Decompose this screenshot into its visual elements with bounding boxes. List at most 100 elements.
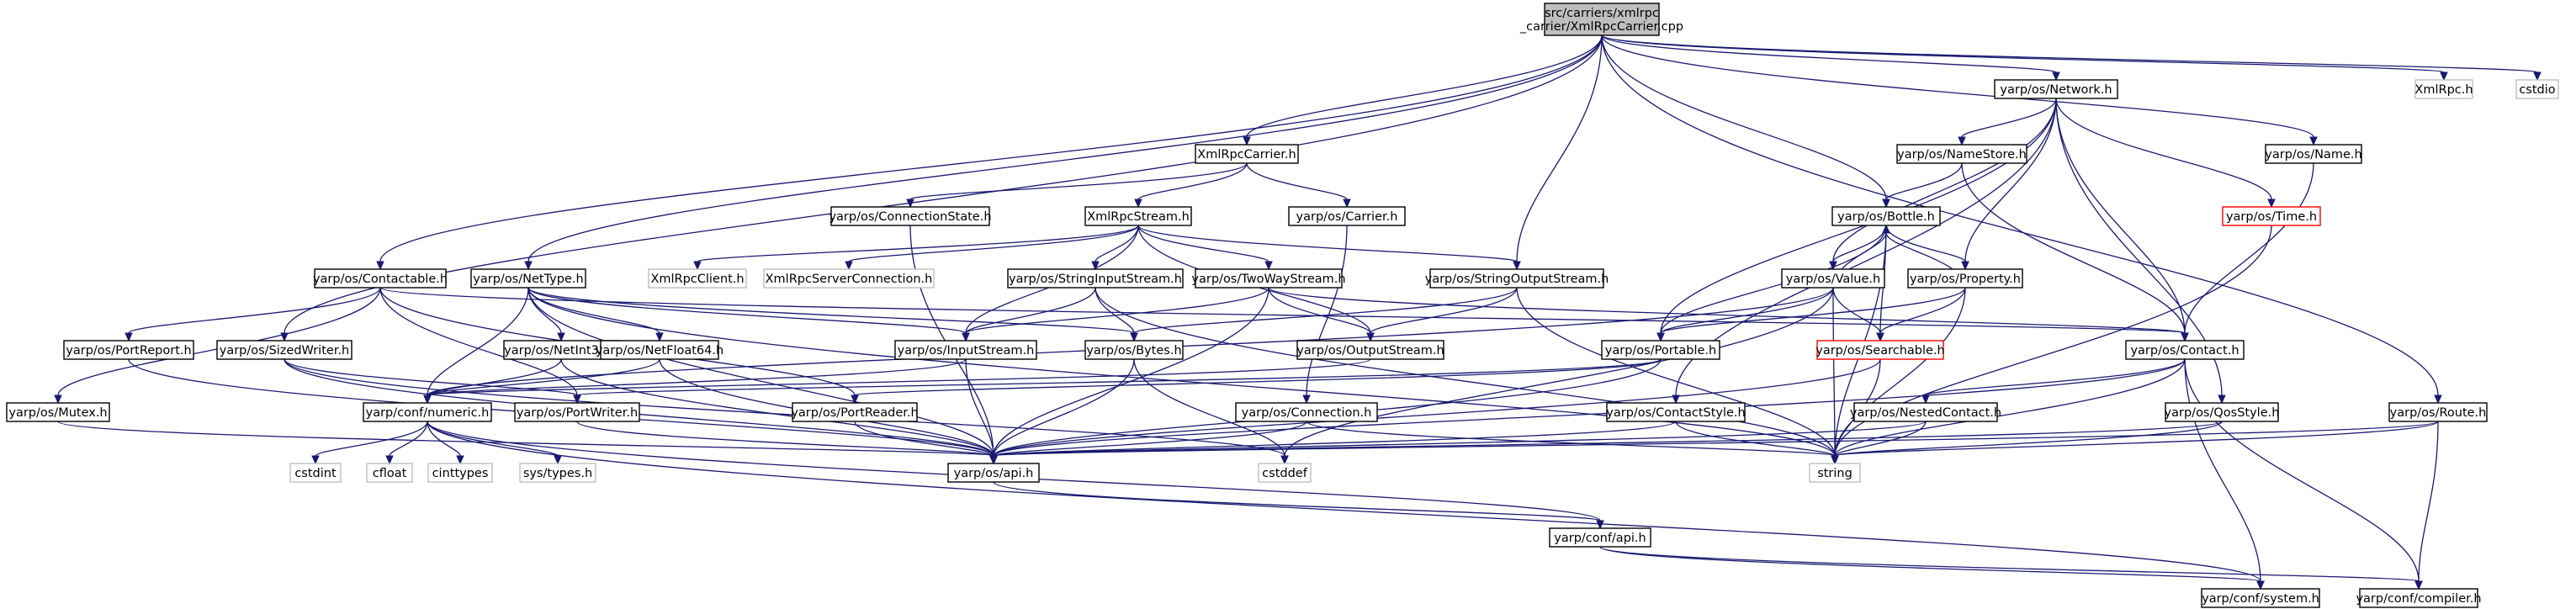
node-box	[1606, 402, 1746, 422]
node-label: yarp/os/ContactStyle.h	[1606, 406, 1745, 420]
node-yarp-os-value-h[interactable]: yarp/os/Value.h	[1781, 268, 1885, 289]
node-yarp-os-nettype-h[interactable]: yarp/os/NetType.h	[470, 268, 586, 289]
node-string: string	[1809, 463, 1861, 483]
node-box	[1896, 144, 2027, 164]
node-yarp-conf-system-h[interactable]: yarp/conf/system.h	[2201, 588, 2320, 608]
node-yarp-os-portable-h[interactable]: yarp/os/Portable.h	[1601, 340, 1720, 360]
node-box	[830, 206, 990, 226]
edge-line	[1675, 421, 1836, 457]
node-yarp-os-property-h[interactable]: yarp/os/Property.h	[1907, 268, 2023, 289]
node-yarp-os-netfloat64-h[interactable]: yarp/os/NetFloat64.h	[596, 340, 724, 360]
node-cfloat: cfloat	[366, 463, 413, 483]
edge-mutex-to-osapi	[57, 421, 998, 465]
node-label: yarp/os/Mutex.h	[8, 406, 107, 420]
edge-line	[427, 358, 1371, 396]
edge-value-to-string	[1831, 287, 1839, 465]
node-box	[1007, 268, 1184, 289]
node-yarp-os-network-h[interactable]: yarp/os/Network.h	[1994, 79, 2118, 99]
node-box	[6, 402, 110, 422]
node-label: yarp/conf/compiler.h	[2356, 592, 2481, 606]
node-yarp-os-searchable-h[interactable]: yarp/os/Searchable.h	[1815, 340, 1945, 360]
edge-arrowhead	[125, 332, 133, 342]
edge-contactable-to-portreport	[125, 287, 381, 342]
node-src-carriers-xmlrpc-carrier-xmlrpccarrier-cpp[interactable]: src/carriers/xmlrpc_carrier/XmlRpcCarrie…	[1519, 3, 1683, 36]
node-box	[600, 340, 719, 360]
edge-line	[284, 358, 578, 396]
node-yarp-os-portwriter-h[interactable]: yarp/os/PortWriter.h	[514, 402, 640, 422]
edge-line	[697, 225, 1139, 262]
node-yarp-conf-api-h[interactable]: yarp/conf/api.h	[1549, 527, 1651, 548]
node-label: yarp/os/SizedWriter.h	[220, 344, 350, 357]
edge-arrowhead	[1882, 199, 1890, 209]
node-cstdio: cstdio	[2515, 79, 2559, 99]
node-yarp-os-netint32-h[interactable]: yarp/os/NetInt32.h	[503, 340, 619, 360]
node-label: yarp/os/Carrier.h	[1296, 210, 1398, 224]
edge-arrowhead	[1882, 224, 1890, 234]
edge-numeric-to-systypes	[427, 421, 562, 465]
node-label: yarp/os/Contact.h	[2130, 344, 2239, 357]
node-box	[1994, 79, 2118, 99]
node-yarp-os-bytes-h[interactable]: yarp/os/Bytes.h	[1084, 340, 1184, 360]
edge-arrowhead	[1961, 261, 1969, 271]
edge-line	[1834, 225, 2272, 457]
node-yarp-conf-numeric-h[interactable]: yarp/conf/numeric.h	[363, 402, 492, 422]
edge-line	[1601, 34, 1887, 200]
node-label: yarp/os/Connection.h	[1242, 406, 1372, 420]
node-yarp-os-mutex-h[interactable]: yarp/os/Mutex.h	[6, 402, 110, 422]
node-label: XmlRpcClient.h	[650, 273, 744, 286]
node-yarp-os-portreport-h[interactable]: yarp/os/PortReport.h	[63, 340, 194, 360]
node-box	[63, 340, 194, 360]
node-xmlrpcstream-h[interactable]: XmlRpcStream.h	[1084, 206, 1192, 226]
edge-line	[1306, 421, 1836, 457]
node-box	[2265, 144, 2362, 164]
node-label: yarp/os/NetType.h	[473, 273, 583, 286]
node-yarp-os-inputstream-h[interactable]: yarp/os/InputStream.h	[894, 340, 1037, 360]
node-box	[470, 268, 586, 289]
node-yarp-os-route-h[interactable]: yarp/os/Route.h	[2388, 402, 2488, 422]
node-yarp-os-contactable-h[interactable]: yarp/os/Contactable.h	[313, 268, 448, 289]
node-label: yarp/os/InputStream.h	[898, 344, 1035, 357]
edge-line	[576, 358, 1662, 396]
node-yarp-os-twowaystream-h[interactable]: yarp/os/TwoWayStream.h	[1191, 268, 1346, 289]
edge-arrowhead	[906, 199, 914, 209]
edge-line	[1133, 287, 1518, 334]
node-yarp-os-bottle-h[interactable]: yarp/os/Bottle.h	[1831, 206, 1941, 226]
node-yarp-os-name-h[interactable]: yarp/os/Name.h	[2265, 144, 2362, 164]
node-yarp-conf-compiler-h[interactable]: yarp/conf/compiler.h	[2356, 588, 2482, 608]
edge-arrowhead	[311, 455, 320, 465]
node-yarp-os-carrier-h[interactable]: yarp/os/Carrier.h	[1288, 206, 1406, 226]
edge-root-to-stringoutputstream	[1513, 34, 1603, 271]
edge-line	[1284, 287, 1834, 457]
node-yarp-os-sizedwriter-h[interactable]: yarp/os/SizedWriter.h	[216, 340, 352, 360]
node-label: yarp/os/Bottle.h	[1837, 210, 1935, 224]
node-yarp-os-stringinputstream-h[interactable]: yarp/os/StringInputStream.h	[1007, 268, 1184, 289]
node-box	[1296, 340, 1444, 360]
node-yarp-os-stringoutputstream-h[interactable]: yarp/os/StringOutputStream.h	[1425, 268, 1609, 289]
edge-line	[965, 358, 994, 457]
node-yarp-os-namestore-h[interactable]: yarp/os/NameStore.h	[1896, 144, 2027, 164]
edge-root-to-bottle	[1601, 34, 1890, 209]
node-yarp-os-api-h[interactable]: yarp/os/api.h	[947, 463, 1040, 483]
node-yarp-os-portreader-h[interactable]: yarp/os/PortReader.h	[791, 402, 919, 422]
node-yarp-os-nestedcontact-h[interactable]: yarp/os/NestedContact.h	[1850, 402, 2001, 422]
node-yarp-os-connection-h[interactable]: yarp/os/Connection.h	[1235, 402, 1378, 422]
node-xmlrpccarrier-h[interactable]: XmlRpcCarrier.h	[1195, 144, 1299, 164]
node-yarp-os-time-h[interactable]: yarp/os/Time.h	[2222, 206, 2321, 226]
edge-line	[993, 421, 1307, 457]
edge-line	[1660, 98, 2057, 334]
node-label: cstddef	[1262, 467, 1308, 480]
node-yarp-os-qosstyle-h[interactable]: yarp/os/QosStyle.h	[2165, 402, 2280, 422]
edge-arrowhead	[845, 261, 853, 271]
node-yarp-os-connectionstate-h[interactable]: yarp/os/ConnectionState.h	[829, 206, 992, 226]
edge-line	[854, 421, 994, 457]
node-yarp-os-contact-h[interactable]: yarp/os/Contact.h	[2125, 340, 2245, 360]
edge-arrowhead	[1831, 455, 1839, 465]
node-label: XmlRpcCarrier.h	[1197, 148, 1296, 162]
node-box	[648, 268, 747, 289]
node-yarp-os-contactstyle-h[interactable]: yarp/os/ContactStyle.h	[1606, 402, 1746, 422]
edge-line	[993, 358, 1881, 457]
edge-line	[527, 34, 1603, 262]
node-label: sys/types.h	[523, 467, 592, 480]
node-yarp-os-outputstream-h[interactable]: yarp/os/OutputStream.h	[1296, 340, 1444, 360]
edge-arrowhead	[1264, 261, 1273, 271]
